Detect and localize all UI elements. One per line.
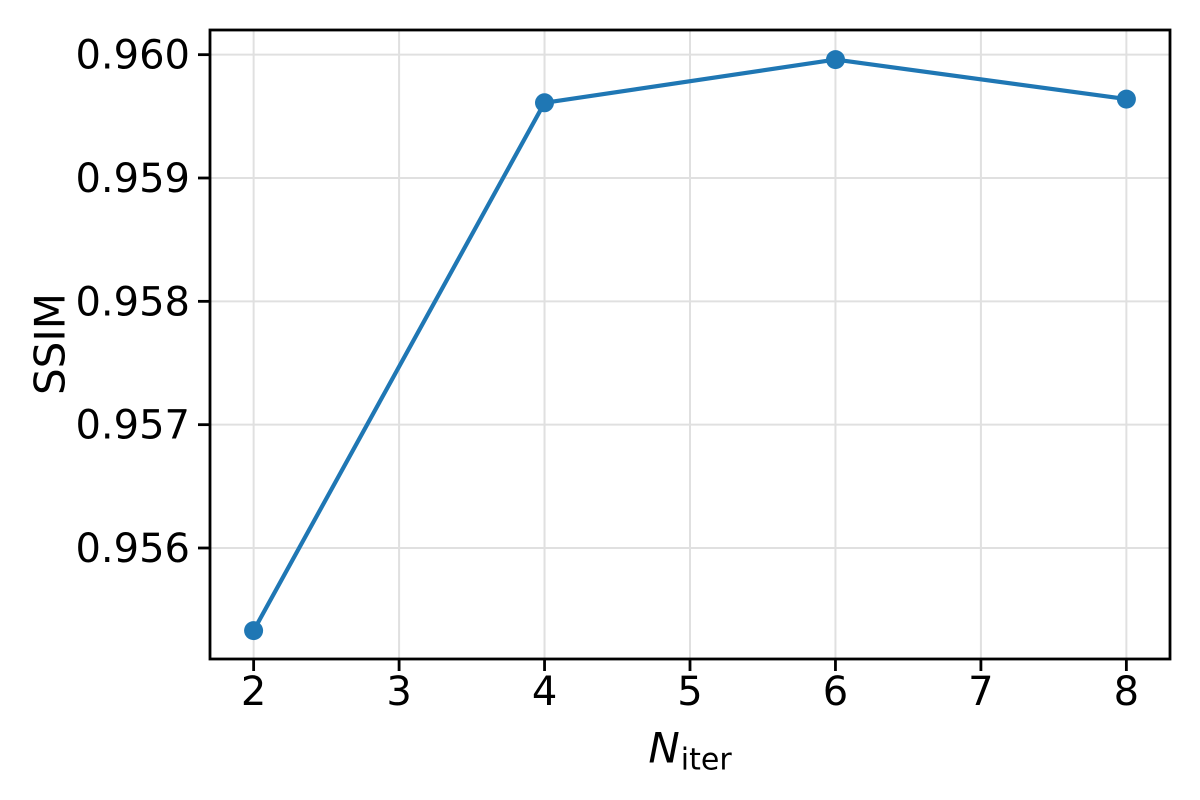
x-tick-label: 6: [823, 669, 848, 715]
x-tick-label: 8: [1114, 669, 1139, 715]
y-axis-label: SSIM: [25, 293, 75, 395]
data-point-marker: [535, 93, 554, 113]
x-tick-label: 2: [241, 669, 266, 715]
y-tick-label: 0.960: [75, 33, 190, 79]
x-axis-label-symbol: N: [648, 723, 680, 773]
data-point-marker: [244, 621, 264, 641]
y-tick-label: 0.957: [75, 403, 190, 449]
plot-border: [208, 28, 1172, 661]
x-tick-label: 3: [386, 669, 411, 715]
x-axis-label: Niter: [648, 723, 731, 778]
x-tick-label: 7: [968, 669, 993, 715]
y-tick-label: 0.956: [75, 526, 190, 572]
x-axis-label-subscript: iter: [680, 742, 732, 778]
y-tick-label: 0.959: [75, 156, 190, 202]
data-line: [251, 57, 1129, 633]
y-tick-label: 0.958: [75, 279, 190, 325]
data-point-marker: [1116, 89, 1136, 109]
x-tick-label: 5: [677, 669, 702, 715]
data-point-marker: [826, 50, 845, 70]
x-tick-label: 4: [532, 669, 557, 715]
